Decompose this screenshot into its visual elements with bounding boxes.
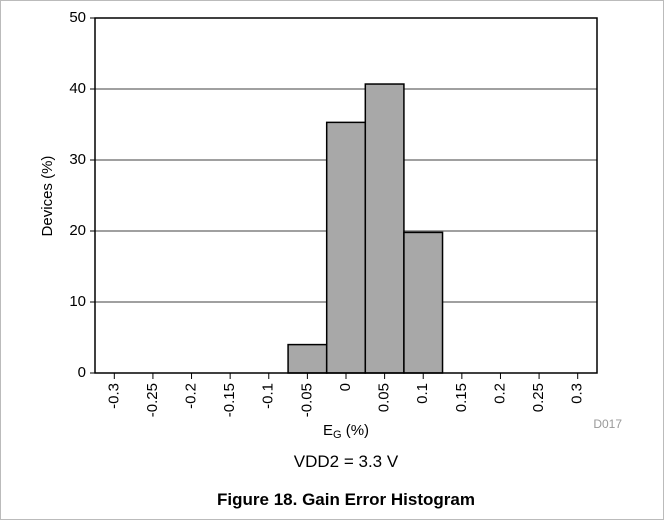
plot: 0 10 20 30 40 50 -0.3 -0.25 -0.2 -0.15 -0.1 -0.05 0 0… [69,9,598,417]
x-tick-label: -0.1 [260,383,277,409]
x-tick-label: -0.15 [221,383,238,417]
x-tick-label: 0.2 [491,383,508,404]
x-tick-label: 0.3 [569,383,586,404]
y-tick-label: 10 [69,293,86,310]
y-tick-label: 0 [78,364,86,381]
x-label-sub: G [333,429,342,441]
x-tick-label: 0 [337,383,354,391]
x-tick-label: -0.25 [144,383,161,417]
bar [364,83,405,374]
x-tick-label: 0.15 [453,383,470,412]
plot-border [94,17,598,374]
annotation: VDD2 = 3.3 V [294,452,399,471]
x-tick-label: 0.05 [376,383,393,412]
x-axis-label: EG (%) [323,422,369,441]
x-tick-label: -0.2 [183,383,200,409]
y-tick-label: 40 [69,80,86,97]
x-tick-label: -0.05 [298,383,315,417]
x-label-rest: (%) [342,422,370,439]
x-tick-label: 0.1 [414,383,431,404]
bar [287,343,328,374]
y-tick-label: 50 [69,9,86,26]
x-tick-label: 0.25 [530,383,547,412]
y-tick-label: 20 [69,222,86,239]
x-tick-label: -0.3 [105,383,122,409]
figure-id: D017 [593,417,622,431]
bar [325,121,367,374]
x-label-main: E [323,422,333,439]
chart-title: Figure 18. Gain Error Histogram [217,490,475,509]
bar [403,231,444,374]
y-axis-label: Devices (%) [39,156,56,237]
y-tick-label: 30 [69,151,86,168]
